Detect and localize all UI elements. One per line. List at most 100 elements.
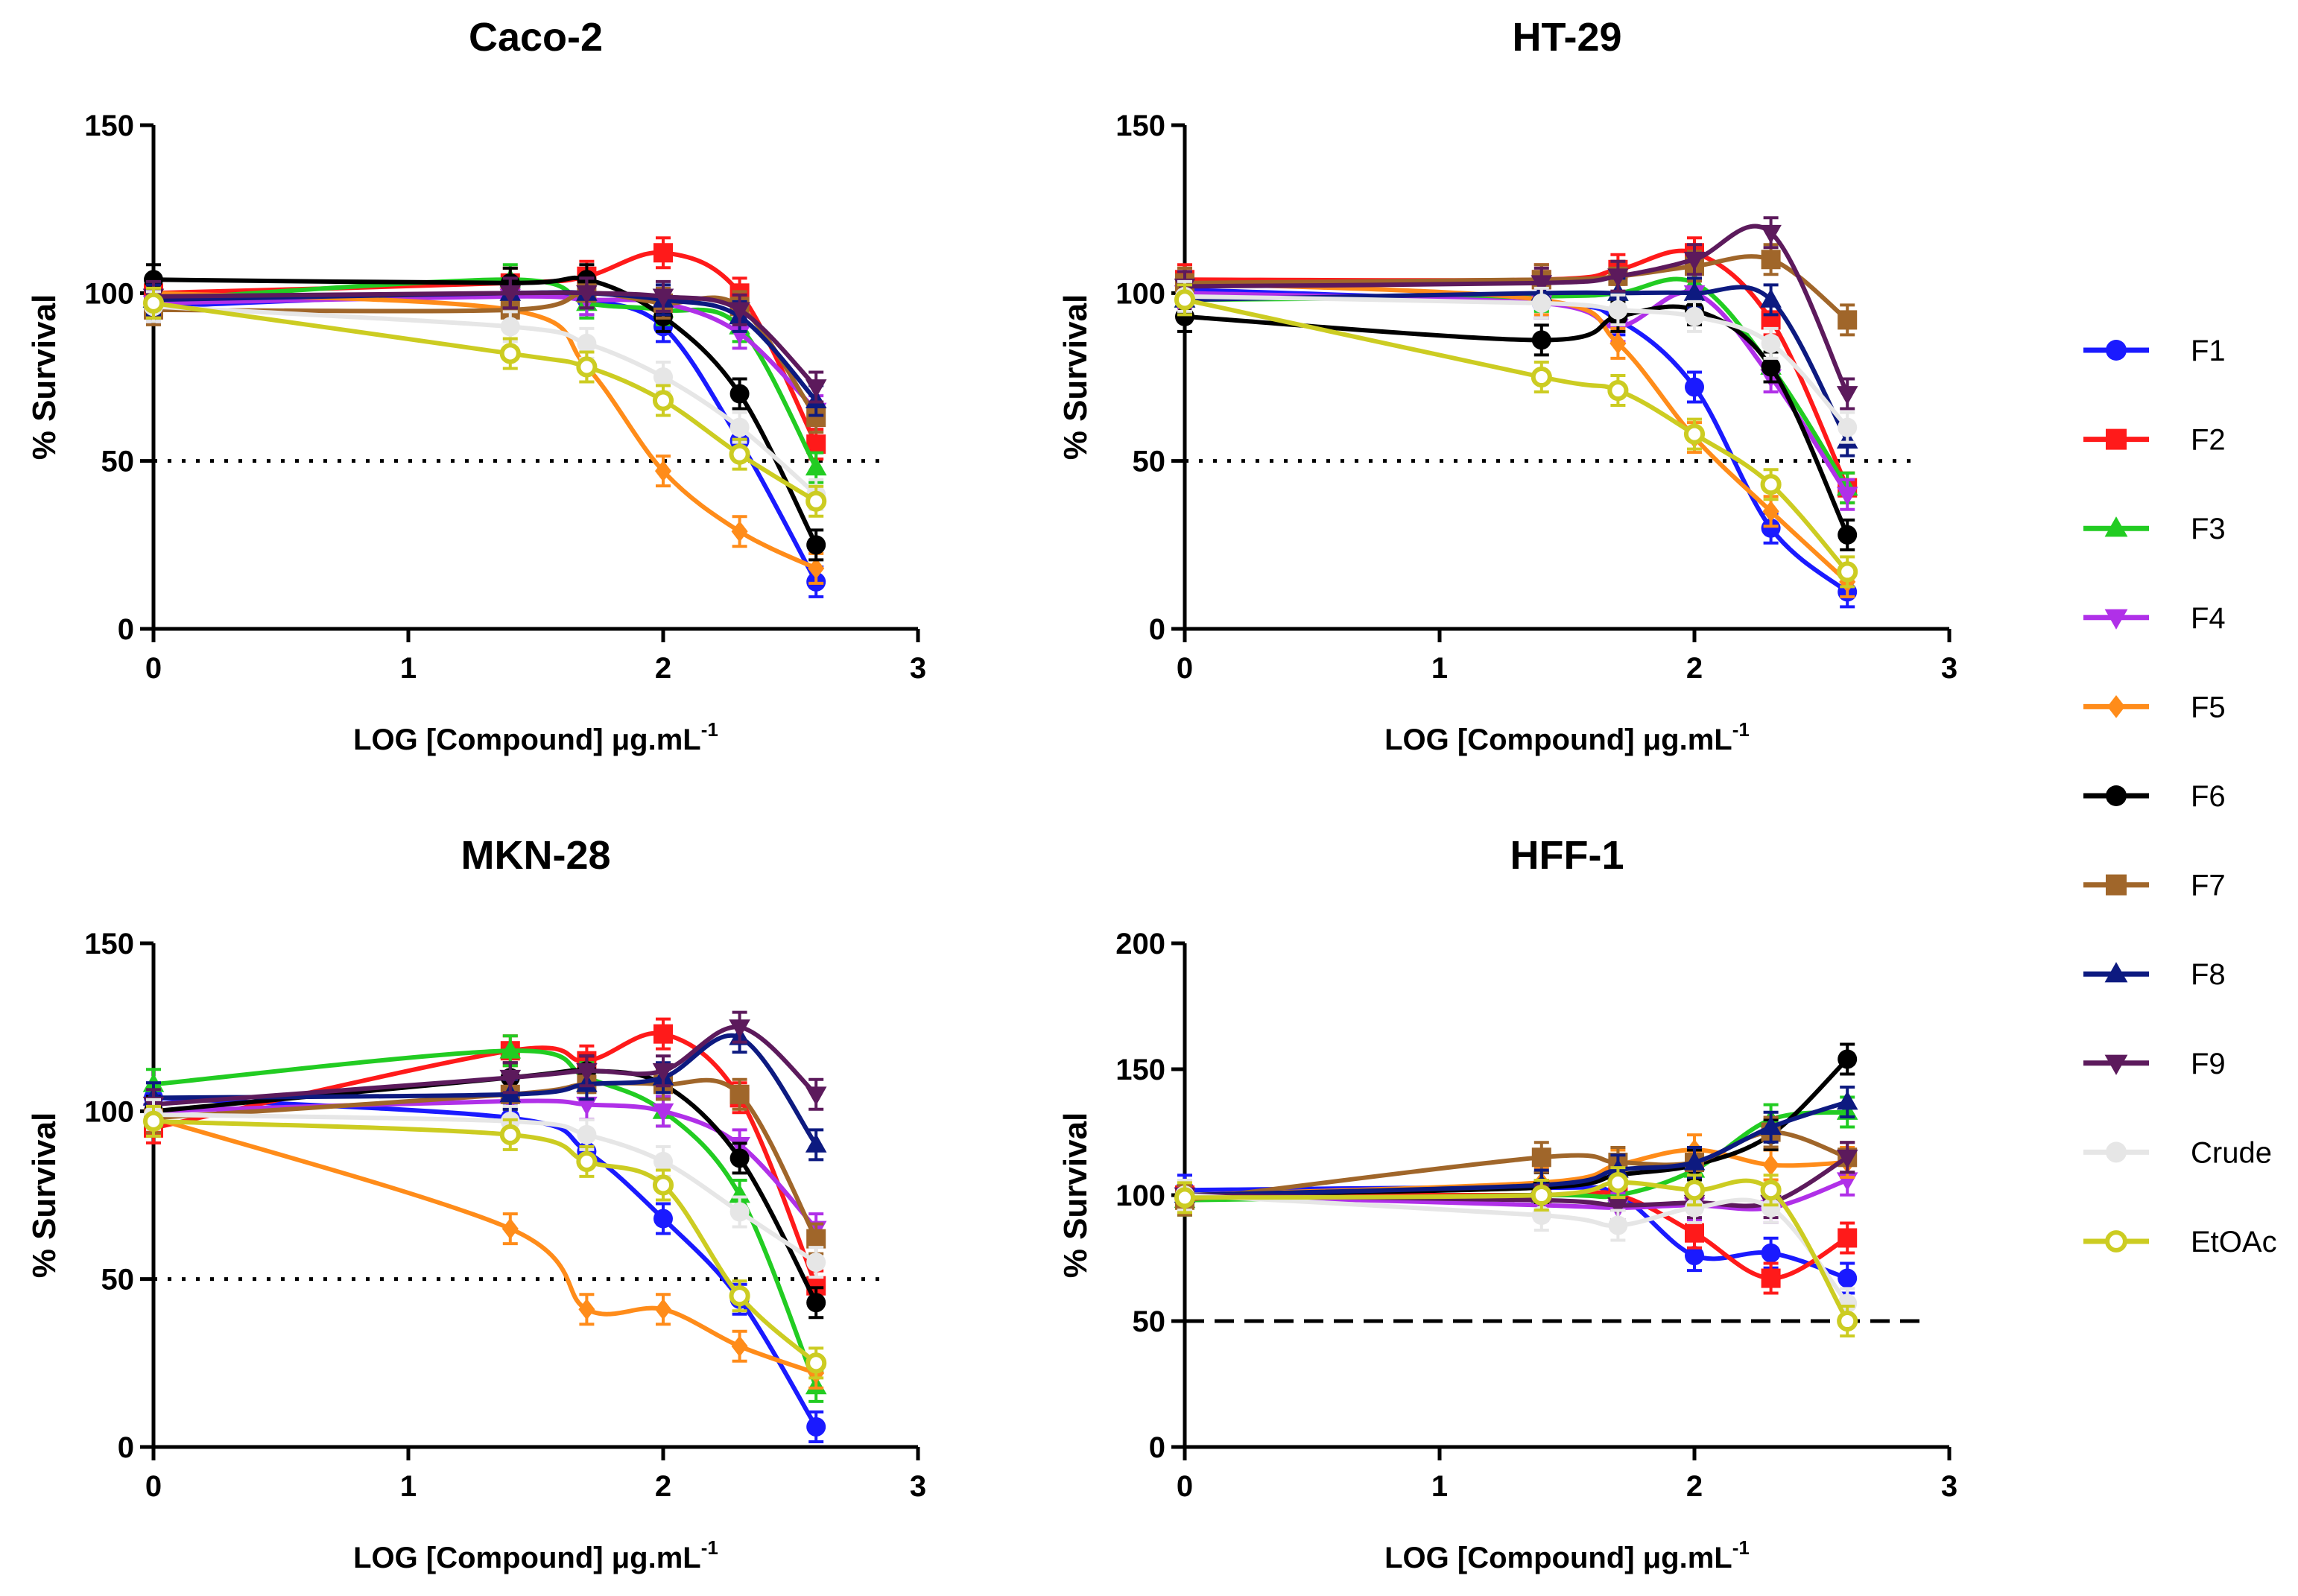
- data-point: [1531, 1147, 1551, 1168]
- fit-curve: [1184, 285, 1849, 443]
- legend-item: F1: [2083, 335, 2226, 367]
- x-axis-label-main: LOG [Compound] μg.mL: [353, 1542, 701, 1574]
- chart-title: HFF-1: [1510, 833, 1624, 878]
- x-tick-label: 0: [145, 652, 162, 685]
- legend-item: F3: [2083, 513, 2226, 545]
- data-point: [653, 243, 673, 263]
- x-axis-label-superscript: -1: [1732, 1536, 1750, 1559]
- x-axis-label-superscript: -1: [701, 1536, 718, 1559]
- data-point: [1761, 357, 1781, 377]
- data-point: [576, 356, 598, 378]
- fit-curve: [1184, 280, 1849, 584]
- legend-marker: [2106, 340, 2127, 361]
- legend-label: F3: [2191, 513, 2226, 545]
- x-axis-label: LOG [Compound] μg.mL-1: [1384, 1536, 1750, 1574]
- data-point: [1761, 518, 1781, 538]
- y-tick-label: 150: [84, 928, 134, 960]
- y-tick-label: 0: [118, 1431, 134, 1464]
- data-point: [1685, 1223, 1704, 1243]
- data-point: [1761, 1243, 1781, 1263]
- data-point: [1837, 561, 1858, 583]
- series-f5: [145, 1101, 825, 1390]
- fit-curve: [153, 275, 818, 546]
- legend-label: F9: [2191, 1048, 2226, 1080]
- x-axis-label-main: LOG [Compound] μg.mL: [1384, 723, 1732, 756]
- y-tick-label: 0: [1149, 613, 1165, 646]
- series-f8: [1174, 1085, 1858, 1212]
- data-point: [1531, 275, 1553, 294]
- y-tick-label: 0: [118, 613, 134, 646]
- data-point: [652, 390, 674, 411]
- data-point: [1683, 423, 1706, 445]
- series-f9: [142, 1010, 827, 1121]
- y-tick-label: 150: [84, 110, 134, 142]
- data-point: [805, 490, 827, 512]
- y-axis-label: % Survival: [26, 294, 63, 460]
- data-point: [1838, 1268, 1858, 1288]
- data-point: [1683, 251, 1706, 271]
- legend-item: F2: [2083, 424, 2226, 457]
- y-tick-label: 150: [1115, 1054, 1165, 1086]
- data-point: [142, 292, 165, 314]
- data-point: [652, 288, 674, 308]
- series-f4: [1174, 276, 1858, 511]
- y-axis-label: % Survival: [1057, 1112, 1094, 1279]
- x-tick-label: 3: [1941, 652, 1957, 685]
- fit-curve: [153, 1112, 817, 1264]
- data-point: [1838, 417, 1858, 437]
- data-point: [576, 1063, 598, 1083]
- series-f2: [144, 1017, 826, 1302]
- x-tick-label: 0: [1177, 652, 1193, 685]
- data-point: [1174, 1187, 1196, 1209]
- legend-item: EtOAc: [2083, 1226, 2277, 1258]
- y-tick-label: 100: [84, 1095, 134, 1128]
- data-point: [1836, 386, 1858, 405]
- series-f9: [142, 276, 827, 404]
- y-tick-label: 50: [101, 1264, 135, 1296]
- x-tick-label: 0: [145, 1470, 162, 1503]
- x-axis-label-superscript: -1: [701, 718, 718, 741]
- y-tick-label: 50: [1133, 1305, 1166, 1338]
- x-tick-label: 1: [400, 652, 417, 685]
- chart-title: MKN-28: [460, 833, 610, 878]
- legend-marker: [2104, 516, 2128, 537]
- y-tick-label: 100: [1115, 1179, 1165, 1212]
- series-etoac: [1174, 283, 1858, 589]
- data-point: [577, 333, 597, 353]
- data-point: [652, 1174, 674, 1196]
- data-point: [576, 1096, 598, 1116]
- data-point: [805, 379, 827, 399]
- data-point: [1760, 1179, 1782, 1201]
- data-point: [1607, 379, 1629, 402]
- data-point: [806, 1416, 826, 1437]
- data-point: [1531, 330, 1551, 350]
- fit-curve: [1184, 1057, 1849, 1197]
- data-point: [806, 535, 826, 555]
- data-point: [1607, 268, 1629, 288]
- data-point: [653, 1209, 673, 1229]
- legend-marker: [2106, 1141, 2127, 1163]
- data-point: [1836, 1149, 1858, 1169]
- data-point: [499, 1039, 522, 1059]
- data-point: [1762, 1154, 1779, 1176]
- x-tick-label: 2: [1686, 1470, 1703, 1503]
- data-point: [729, 384, 750, 404]
- legend-label: F2: [2191, 424, 2226, 457]
- chart-panel: HT-29 0 50 100 150 0 1 2 3 LOG [Compound] μg.mL-1…: [1057, 15, 1957, 756]
- data-point: [805, 1086, 827, 1106]
- data-point: [729, 1084, 750, 1104]
- legend-label: F6: [2191, 780, 2226, 813]
- legend-label: Crude: [2191, 1136, 2272, 1169]
- data-point: [1683, 282, 1706, 301]
- data-point: [1685, 377, 1704, 397]
- data-point: [805, 456, 827, 476]
- legend-marker: [2104, 1054, 2128, 1075]
- legend-label: F5: [2191, 691, 2226, 723]
- y-tick-label: 50: [101, 446, 135, 478]
- fit-curve: [1184, 1193, 1849, 1305]
- chart-panel: HFF-1 0 50 100 150 200 0 1 2 3 LOG [Compound] μg.m…: [1057, 833, 1957, 1574]
- data-point: [808, 557, 825, 580]
- data-point: [576, 285, 598, 305]
